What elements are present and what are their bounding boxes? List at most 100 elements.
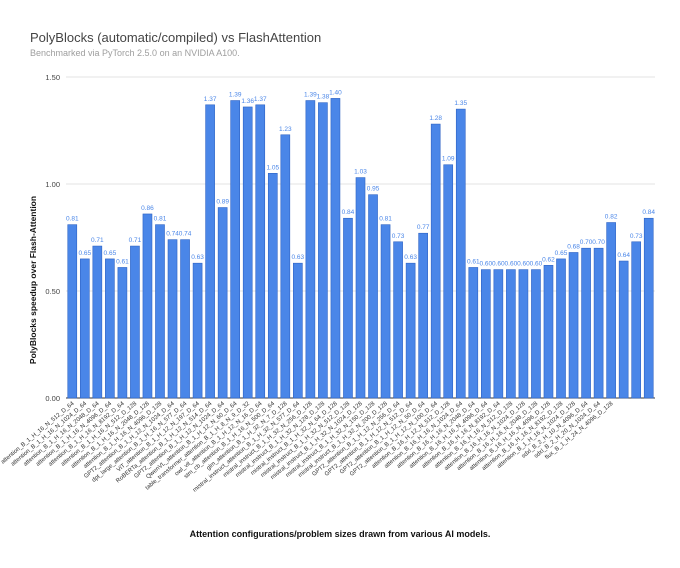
bar-value-label: 0.63 bbox=[292, 254, 305, 261]
bar bbox=[430, 123, 441, 399]
bar bbox=[242, 106, 253, 399]
chart-subtitle: Benchmarked via PyTorch 2.5.0 on an NVID… bbox=[30, 48, 240, 58]
bar-value-label: 0.60 bbox=[530, 261, 543, 268]
bar-value-label: 0.63 bbox=[191, 254, 204, 261]
data-labels: 0.810.650.710.650.610.710.860.810.74 0.74… bbox=[66, 89, 656, 267]
bar bbox=[267, 173, 278, 399]
bar bbox=[631, 241, 642, 399]
bar bbox=[142, 213, 153, 399]
bar-value-label: 1.39 bbox=[304, 92, 317, 99]
bar bbox=[167, 239, 178, 399]
bar bbox=[368, 194, 378, 399]
bar-value-label: 1.23 bbox=[279, 126, 292, 133]
chart-title: PolyBlocks (automatic/compiled) vs Flash… bbox=[30, 30, 322, 45]
bar bbox=[643, 217, 654, 399]
bar bbox=[67, 224, 78, 399]
bar-value-label: 0.81 bbox=[379, 216, 392, 223]
bar-value-label: 1.35 bbox=[454, 100, 467, 107]
bar bbox=[606, 222, 616, 399]
bar-value-label: 0.71 bbox=[129, 237, 142, 244]
bar-value-label: 0.63 bbox=[404, 254, 417, 261]
bar bbox=[205, 104, 215, 399]
y-tick-label: 0.50 bbox=[45, 287, 60, 296]
bar bbox=[217, 207, 228, 399]
bar bbox=[180, 239, 190, 399]
bar bbox=[455, 108, 466, 399]
bar-value-label: 1.37 bbox=[204, 96, 217, 103]
bar bbox=[468, 267, 479, 399]
bar-value-label: 0.60 bbox=[517, 261, 530, 268]
bar bbox=[117, 267, 128, 399]
bar-value-label: 0.77 bbox=[417, 224, 430, 231]
bar bbox=[130, 245, 140, 399]
bar-value-label: 1.38 bbox=[317, 94, 330, 101]
bar bbox=[280, 134, 291, 399]
bar-value-label: 0.61 bbox=[467, 258, 480, 265]
bar-value-label: 0.64 bbox=[617, 252, 630, 259]
bar bbox=[556, 258, 566, 399]
bar bbox=[543, 265, 554, 399]
bar bbox=[518, 269, 529, 399]
bar-value-label: 1.37 bbox=[254, 96, 267, 103]
bar-value-label: 0.74 bbox=[166, 231, 179, 238]
bar-value-label: 0.65 bbox=[78, 250, 91, 257]
y-axis-ticks: 0.00 0.50 1.00 1.50 bbox=[45, 73, 60, 403]
bar-value-label: 1.03 bbox=[354, 169, 367, 176]
bar-value-label: 0.73 bbox=[392, 233, 405, 240]
bar bbox=[506, 269, 516, 399]
bar bbox=[330, 98, 341, 399]
bar-value-label: 0.60 bbox=[492, 261, 505, 268]
bar-value-label: 0.86 bbox=[141, 205, 154, 212]
bar bbox=[105, 258, 115, 399]
bar-value-label: 1.40 bbox=[329, 89, 342, 96]
y-tick-label: 0.00 bbox=[45, 394, 60, 403]
bar bbox=[318, 102, 328, 399]
bars bbox=[67, 98, 654, 399]
y-tick-label: 1.00 bbox=[45, 180, 60, 189]
bar bbox=[493, 269, 504, 399]
bar bbox=[481, 269, 491, 399]
bar-value-label: 0.70 bbox=[580, 239, 593, 246]
bar-value-label: 0.81 bbox=[66, 216, 79, 223]
bar-value-label: 0.82 bbox=[605, 214, 618, 221]
bar bbox=[593, 247, 604, 399]
bar bbox=[581, 247, 591, 399]
bar bbox=[92, 245, 103, 399]
bar-value-label: 0.60 bbox=[505, 261, 518, 268]
bar-value-label: 0.71 bbox=[91, 237, 104, 244]
bar-value-label: 0.81 bbox=[154, 216, 167, 223]
bar-value-label: 0.65 bbox=[555, 250, 568, 257]
bar-value-label: 1.39 bbox=[229, 92, 242, 99]
bar bbox=[418, 232, 428, 399]
bar-value-label: 0.60 bbox=[479, 261, 492, 268]
bar bbox=[230, 100, 240, 399]
x-axis-ticks: attention_B_1_H_16_N_512_D_64attention_B… bbox=[0, 401, 615, 494]
bar-value-label: 0.84 bbox=[342, 209, 355, 216]
bar-value-label: 0.84 bbox=[642, 209, 655, 216]
bar bbox=[343, 217, 353, 399]
bar bbox=[443, 164, 454, 399]
bar bbox=[393, 241, 403, 399]
bar-value-label: 0.74 bbox=[179, 231, 192, 238]
bar bbox=[355, 177, 366, 399]
bar-value-label: 1.36 bbox=[241, 98, 254, 105]
bar bbox=[405, 262, 416, 399]
bar-value-label: 0.65 bbox=[104, 250, 117, 257]
bar-value-label: 0.95 bbox=[367, 186, 380, 193]
x-axis-label: Attention configurations/problem sizes d… bbox=[189, 529, 491, 539]
bar bbox=[568, 252, 579, 399]
bar bbox=[305, 100, 316, 399]
bar-value-label: 0.89 bbox=[216, 199, 229, 206]
bar bbox=[618, 260, 629, 399]
bar-value-label: 0.73 bbox=[630, 233, 643, 240]
y-tick-label: 1.50 bbox=[45, 73, 60, 82]
bar-value-label: 1.05 bbox=[266, 164, 279, 171]
bar bbox=[192, 262, 203, 399]
bar-value-label: 0.70 bbox=[592, 239, 605, 246]
bar bbox=[155, 224, 165, 399]
bar bbox=[380, 224, 391, 399]
bar bbox=[79, 258, 90, 399]
bar-value-label: 0.68 bbox=[567, 243, 580, 250]
bar-value-label: 0.61 bbox=[116, 258, 129, 265]
